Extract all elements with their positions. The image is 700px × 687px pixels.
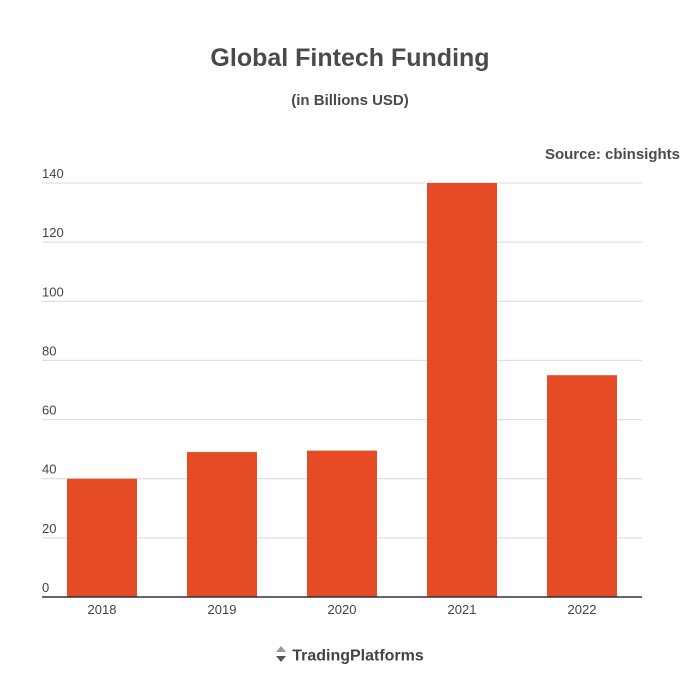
brand-logo: TradingPlatforms xyxy=(0,646,700,667)
brand-name: TradingPlatforms xyxy=(292,647,424,665)
bar-2022 xyxy=(547,375,617,597)
bar-chart: 0 20 40 60 80 100 120 140 2018 2019 2020 2021 2022 xyxy=(42,166,642,617)
x-tick-label: 2022 xyxy=(568,602,597,617)
x-tick-label: 2021 xyxy=(448,602,477,617)
y-tick-label: 80 xyxy=(42,343,56,358)
source-note: Source: cbinsights xyxy=(544,146,680,163)
x-tick-label: 2019 xyxy=(208,602,237,617)
up-down-arrows-icon xyxy=(276,646,287,667)
y-tick-label: 20 xyxy=(42,521,56,536)
x-tick-label: 2020 xyxy=(328,602,357,617)
y-tick-label: 100 xyxy=(42,284,64,299)
chart-subtitle: (in Billions USD) xyxy=(291,92,409,109)
y-tick-label: 0 xyxy=(42,580,49,595)
bar-2021 xyxy=(427,183,497,597)
y-tick-label: 40 xyxy=(42,462,56,477)
y-tick-label: 120 xyxy=(42,225,64,240)
x-tick-label: 2018 xyxy=(88,602,117,617)
chart-title: Global Fintech Funding xyxy=(210,44,490,72)
y-tick-label: 60 xyxy=(42,403,56,418)
bar-2018 xyxy=(67,478,137,597)
bar-2019 xyxy=(187,452,257,597)
y-tick-label: 140 xyxy=(42,166,64,181)
bar-2020 xyxy=(307,450,377,597)
